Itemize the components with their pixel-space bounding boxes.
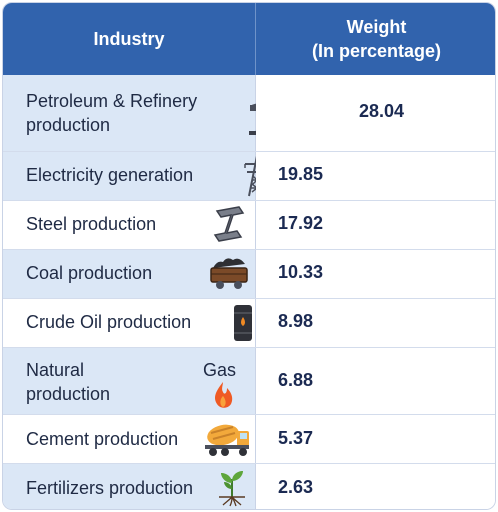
row-value: 6.88 [278,370,314,390]
plant-sprout-icon [215,467,249,509]
header-weight-line1: Weight [346,17,407,37]
table-row: Steel production 17.92 [3,201,495,249]
row-divider [3,414,495,415]
row-label: Coal production [26,263,153,283]
row-value-cell: 5.37 [256,415,495,463]
row-label: Steel production [26,214,157,234]
row-label: Natural [26,360,85,380]
row-divider [3,463,495,464]
row-value-cell: 28.04 [256,75,495,151]
coal-cart-icon [207,256,251,297]
row-value: 5.37 [278,428,314,448]
row-value: 28.04 [359,101,405,121]
row-value-cell: 8.98 [256,299,495,347]
row-value: 10.33 [278,262,324,282]
table-row: Crude Oil production 8.98 [3,299,495,347]
table-row: Cement production 5.37 [3,415,495,463]
table-row: Petroleum & Refinery production 28.04 [3,75,495,151]
header-weight: Weight (In percentage) [256,3,495,75]
steel-beam-icon [209,205,249,250]
table-row: Electricity generation 19.85 [3,152,495,200]
cement-mixer-icon [203,421,253,462]
flame-icon [211,380,235,415]
header-weight-line2: (In percentage) [311,41,442,61]
row-value-cell: 2.63 [256,464,495,509]
row-divider [3,347,495,348]
row-label-gas: Gas [203,360,237,380]
row-value-cell: 19.85 [256,152,495,200]
row-value: 8.98 [278,311,314,331]
table-row: Fertilizers production 2.63 [3,464,495,509]
row-divider [3,151,495,152]
row-label-cell: Cement production [3,415,256,463]
row-label: Petroleum & Refinery [26,91,198,111]
row-label-line2: production [26,384,111,404]
row-divider [3,298,495,299]
table-header: Industry Weight (In percentage) [3,3,495,75]
row-label: Cement production [26,429,179,449]
row-value-cell: 17.92 [256,201,495,249]
row-value-cell: 10.33 [256,250,495,298]
table-row: Coal production 10.33 [3,250,495,298]
table-row: Natural Gas production 6.88 [3,348,495,414]
row-divider [3,200,495,201]
row-value-cell: 6.88 [256,348,495,414]
row-label-cell: Electricity generation [3,152,270,200]
row-label: Fertilizers production [26,478,194,498]
row-label-cell: Crude Oil production [3,299,256,347]
oil-barrel-icon [232,303,254,348]
row-value: 19.85 [278,164,324,184]
row-label-cell: Steel production [3,201,256,249]
row-label: Electricity generation [26,165,194,185]
row-label-cell: Coal production [3,250,256,298]
row-value: 2.63 [278,477,314,497]
row-label: Crude Oil production [26,312,192,332]
row-label-cell: Petroleum & Refinery production [3,75,287,151]
header-industry: Industry [3,3,256,75]
row-label-cell: Natural Gas production [3,348,256,414]
row-divider [3,249,495,250]
row-label-cell: Fertilizers production [3,464,256,509]
row-label-line2: production [26,115,111,135]
row-value: 17.92 [278,213,324,233]
